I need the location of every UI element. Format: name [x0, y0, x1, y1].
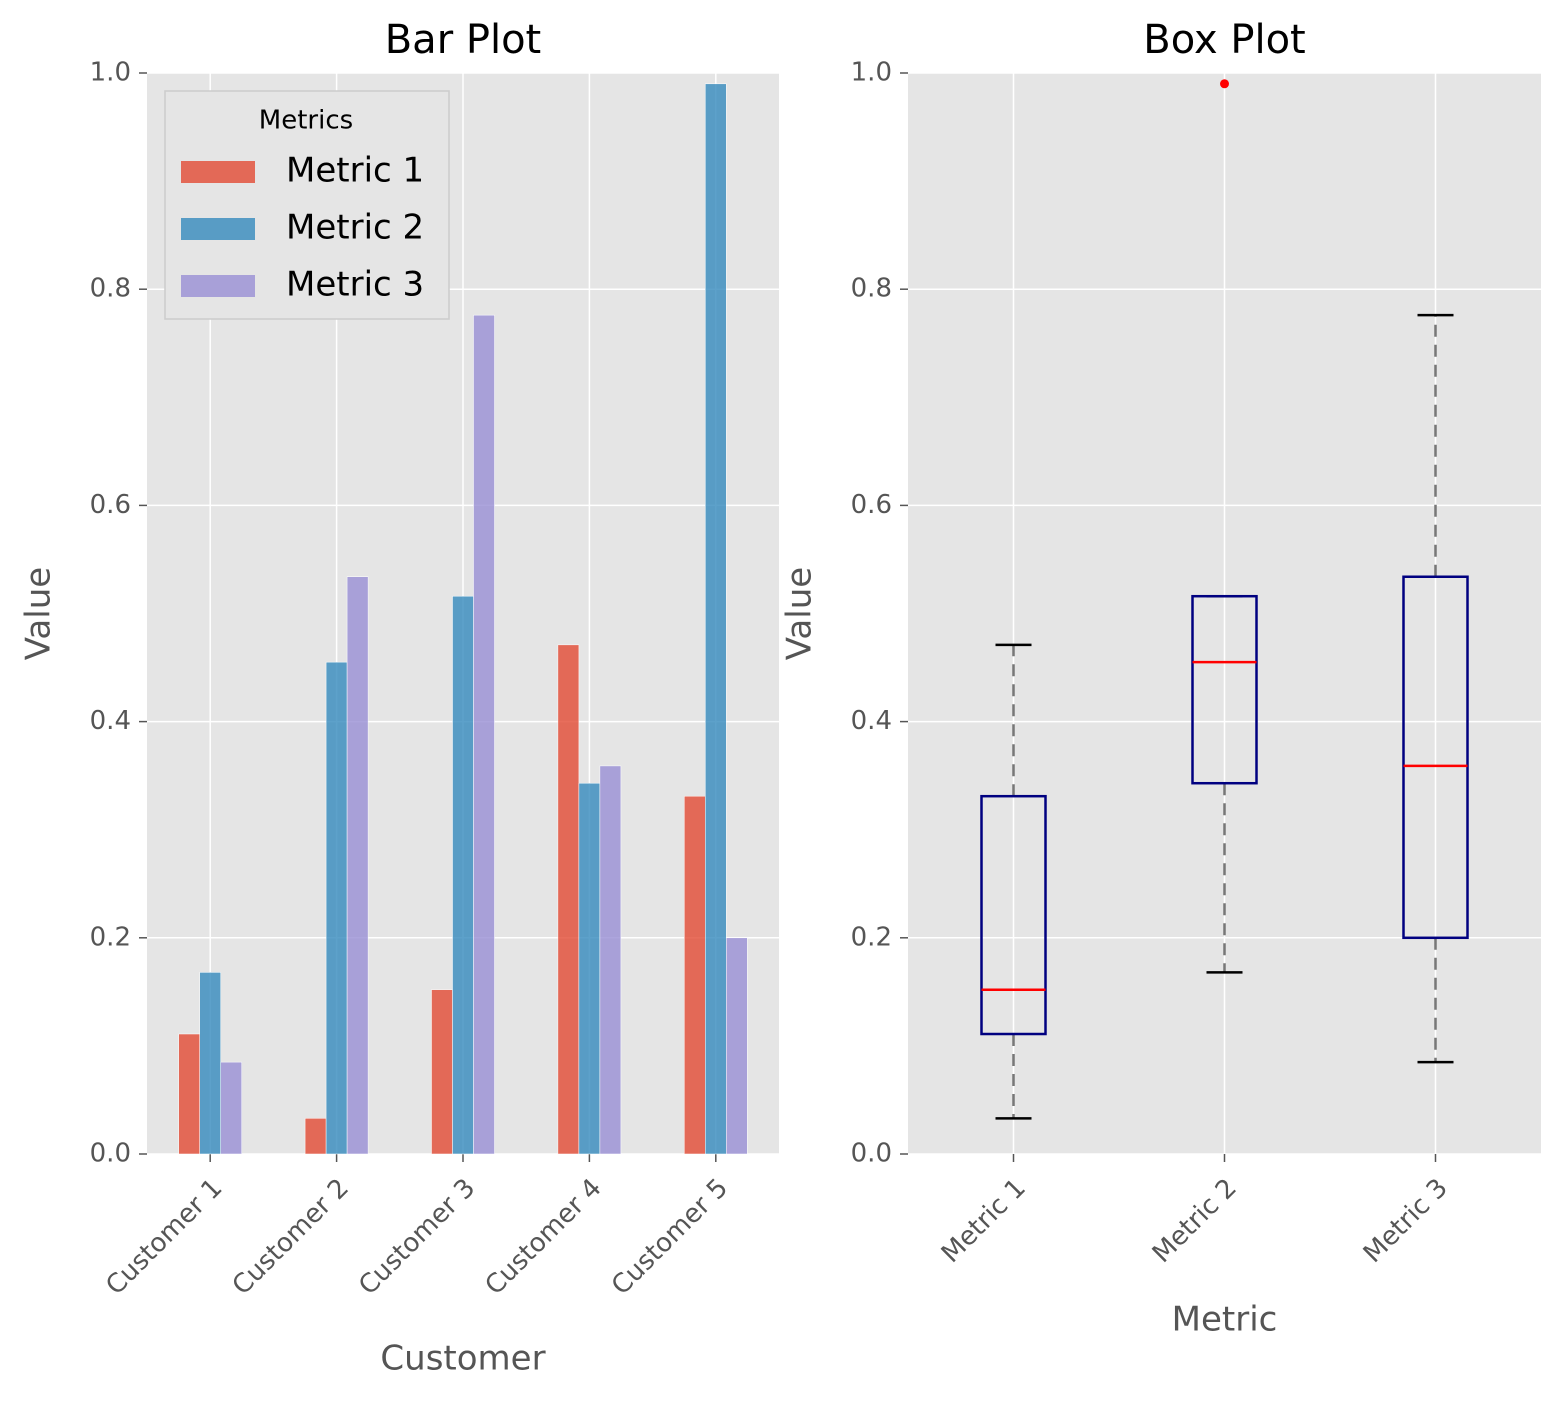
bar [599, 765, 622, 1155]
y-tick-label: 1.0 [851, 58, 892, 88]
y-tick-label: 0.8 [90, 274, 131, 304]
y-tick-label: 0.2 [851, 922, 892, 952]
y-tick-label: 0.4 [90, 706, 131, 736]
x-tick-label: Customer 2 [227, 1173, 355, 1301]
bar [431, 989, 453, 1155]
y-tick-label: 0.6 [90, 490, 131, 520]
y-axis-label: Value [780, 567, 820, 660]
box [1191, 594, 1258, 785]
legend-label: Metric 2 [286, 208, 424, 248]
bar [178, 1033, 200, 1155]
bar [304, 1118, 327, 1155]
y-tick-label: 0.4 [851, 706, 892, 736]
box [1402, 575, 1469, 940]
y-tick-label: 0.2 [90, 922, 131, 952]
legend-swatch [181, 275, 255, 297]
bar [199, 972, 221, 1155]
legend-title: Metrics [259, 106, 353, 136]
y-tick-label: 1.0 [90, 58, 131, 88]
chart-title: Box Plot [1143, 17, 1305, 63]
legend-swatch [181, 218, 255, 240]
x-tick-label: Metric 1 [936, 1173, 1032, 1269]
bar [473, 314, 495, 1155]
x-axis-label: Customer [380, 1339, 545, 1379]
x-tick-label: Metric 2 [1147, 1173, 1243, 1269]
x-tick-label: Customer 4 [480, 1173, 608, 1301]
y-tick-label: 0.0 [90, 1139, 131, 1169]
bar [557, 644, 580, 1155]
bar [684, 795, 706, 1155]
y-axis-label: Value [19, 567, 59, 660]
bar [705, 83, 727, 1155]
legend-swatch [181, 161, 255, 183]
y-tick-label: 0.8 [851, 274, 892, 304]
x-tick-label: Customer 3 [353, 1173, 481, 1301]
bar [346, 576, 369, 1155]
bar [325, 661, 348, 1155]
legend-label: Metric 3 [286, 265, 424, 305]
x-tick-label: Customer 1 [100, 1173, 228, 1301]
y-tick-label: 0.0 [851, 1139, 892, 1169]
bar [578, 782, 601, 1155]
x-tick-label: Customer 5 [606, 1173, 734, 1301]
flier [1220, 79, 1229, 89]
box [980, 794, 1047, 1036]
chart-title: Bar Plot [385, 17, 542, 63]
bar [220, 1061, 242, 1155]
x-axis-label: Metric [1172, 1300, 1278, 1340]
bar [452, 595, 474, 1155]
y-tick-label: 0.6 [851, 490, 892, 520]
bar [726, 937, 748, 1155]
legend-label: Metric 1 [286, 151, 424, 191]
x-tick-label: Metric 3 [1358, 1173, 1454, 1269]
